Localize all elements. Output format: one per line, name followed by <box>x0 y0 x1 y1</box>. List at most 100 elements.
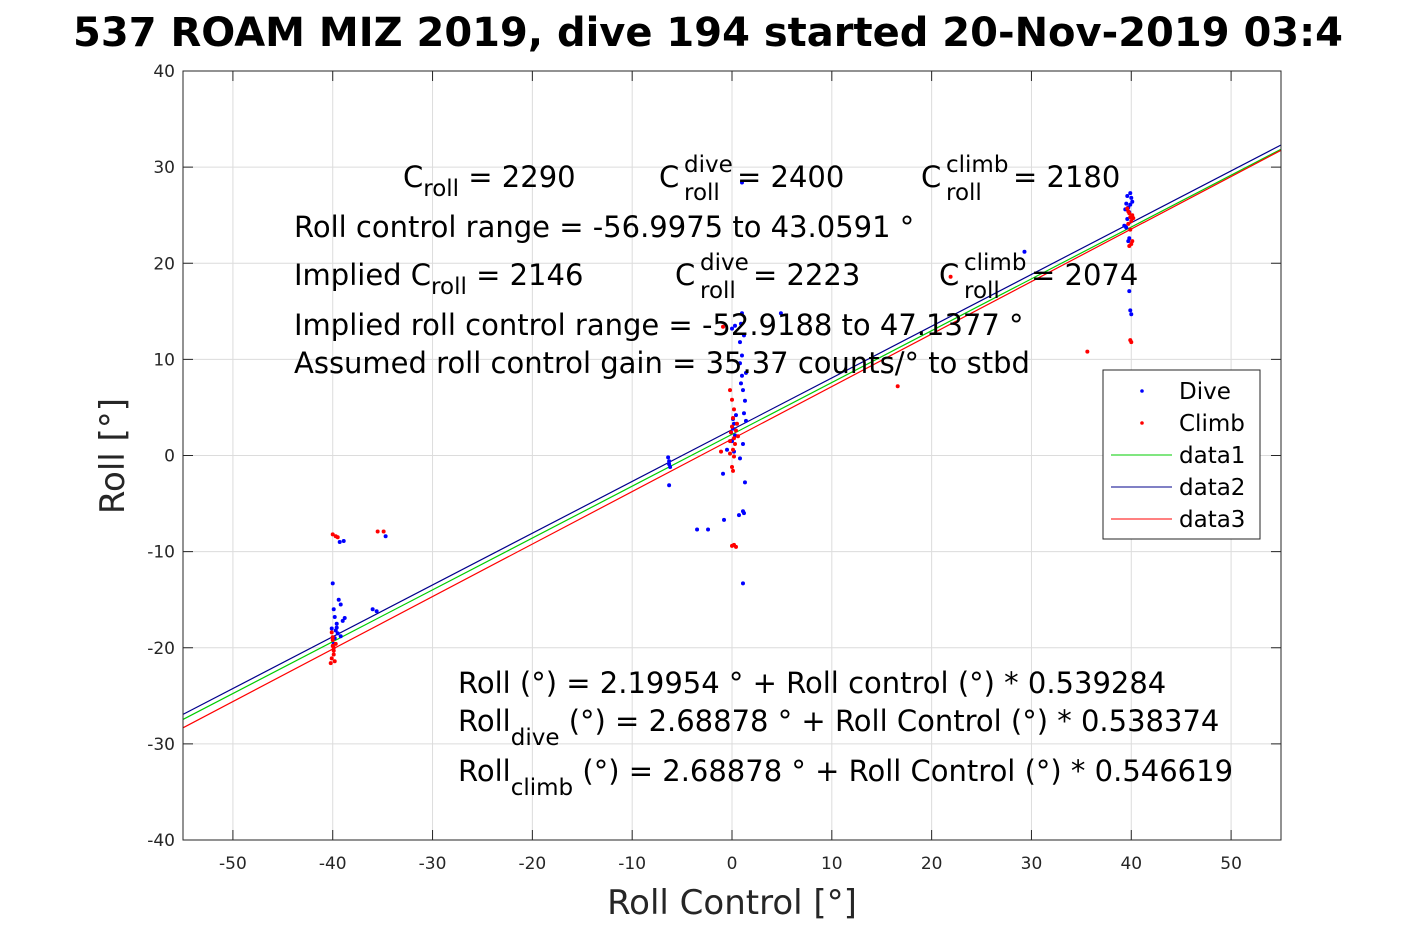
dive-point <box>721 471 726 476</box>
dive-point <box>666 455 671 460</box>
climb-point <box>329 656 334 661</box>
climb-point <box>731 407 736 412</box>
legend-label-data1: data1 <box>1179 443 1245 469</box>
climb-point <box>732 441 737 446</box>
x-tick-label: -40 <box>319 854 347 874</box>
annotation-c-roll-dive-sup: dive <box>684 152 733 178</box>
climb-point <box>1131 216 1136 221</box>
y-tick-label: -20 <box>147 639 175 659</box>
climb-point <box>730 397 734 402</box>
climb-point <box>1129 218 1134 223</box>
dive-point <box>1022 249 1027 254</box>
dive-point <box>740 581 745 586</box>
annotation-c-roll-climb-sub: roll <box>946 180 982 206</box>
climb-point <box>1126 221 1131 226</box>
dive-point <box>739 180 744 185</box>
chart-title: 537 ROAM MIZ 2019, dive 194 started 20-N… <box>73 10 1343 56</box>
dive-point <box>667 483 672 488</box>
dive-point <box>1129 195 1134 200</box>
x-tick-label: 10 <box>821 854 843 874</box>
dive-point <box>740 441 745 446</box>
annotation-c-roll-dive-value: = 2400 <box>737 160 844 194</box>
dive-point <box>742 398 747 403</box>
climb-point <box>729 430 734 435</box>
annotation-fit-dive: Rolldive (°) = 2.68878 ° + Roll Control … <box>458 704 1219 751</box>
x-tick-label: -10 <box>618 854 646 874</box>
dive-point <box>342 615 347 620</box>
climb-point <box>1129 340 1134 345</box>
dive-point <box>1127 289 1132 294</box>
dive-point <box>341 539 346 544</box>
x-tick-label: 30 <box>1021 854 1043 874</box>
legend-label-climb: Climb <box>1179 411 1245 437</box>
annotation-implied-c-roll-dive-sub: roll <box>700 278 736 304</box>
climb-point <box>730 416 735 421</box>
ticks: -50 -40 -30 -20 -10 0 10 20 30 40 50 -40 -30 -20 -10 0 1… <box>147 62 1281 874</box>
x-tick-label: 20 <box>921 854 943 874</box>
y-tick-label: 10 <box>153 350 175 370</box>
climb-point <box>1085 349 1090 354</box>
annotation-implied-c-roll-climb: C <box>939 258 959 292</box>
climb-point <box>735 434 740 439</box>
dive-point <box>330 581 335 586</box>
dive-point <box>1126 239 1131 244</box>
dive-point <box>738 321 743 326</box>
climb-point <box>330 638 335 643</box>
legend: Dive Climb data1 data2 data3 <box>1102 369 1261 540</box>
climb-point <box>1130 239 1135 244</box>
climb-point <box>335 535 340 540</box>
dive-point <box>742 480 747 485</box>
climb-point <box>734 421 739 426</box>
dive-point <box>736 513 741 518</box>
climb-point <box>331 652 336 657</box>
dive-point <box>740 388 745 393</box>
dive-point <box>706 527 711 532</box>
dive-point <box>338 634 343 639</box>
dive-point <box>743 418 748 423</box>
x-tick-label: 50 <box>1220 854 1242 874</box>
dive-point <box>335 631 340 636</box>
dive-point <box>337 540 342 545</box>
y-axis-label: Roll [°] <box>93 398 133 514</box>
y-tick-label: 40 <box>153 62 175 82</box>
dive-point <box>1125 193 1130 198</box>
dive-point <box>778 311 783 316</box>
climb-point <box>1126 209 1131 214</box>
dive-point <box>739 353 744 358</box>
dive-point <box>722 517 727 522</box>
fit-line-data3 <box>182 149 1282 729</box>
climb-point <box>719 449 724 454</box>
dive-point <box>340 618 345 623</box>
climb-point <box>731 454 736 459</box>
climb-point <box>730 447 735 452</box>
legend-swatch-climb <box>1140 421 1144 425</box>
data-points <box>328 180 1136 666</box>
x-tick-label: -20 <box>518 854 546 874</box>
annotation-gain: Assumed roll control gain = 35.37 counts… <box>294 346 1030 380</box>
annotation-range: Roll control range = -56.9975 to 43.0591… <box>294 210 914 244</box>
dive-point <box>383 534 388 539</box>
climb-point <box>330 532 335 537</box>
dive-point <box>730 326 734 331</box>
fit-line-data1 <box>182 148 1282 720</box>
y-tick-label: -40 <box>147 831 175 851</box>
dive-point <box>667 459 672 464</box>
climb-point <box>948 274 953 279</box>
climb-point <box>728 451 733 456</box>
dive-point <box>336 597 341 602</box>
annotation-implied-c-roll-dive: C <box>675 258 695 292</box>
dive-point <box>1128 191 1133 196</box>
annotation-implied-c-roll-climb-sup: climb <box>964 250 1026 276</box>
climb-point <box>333 641 338 646</box>
annotation-fit-climb: Rollclimb (°) = 2.68878 ° + Roll Control… <box>458 754 1233 801</box>
climb-point <box>731 542 736 547</box>
dive-point <box>1124 201 1129 206</box>
dive-point <box>743 370 748 375</box>
legend-label-data3: data3 <box>1179 507 1245 533</box>
y-tick-label: -10 <box>147 543 175 563</box>
annotation-c-roll-dive: C <box>659 160 679 194</box>
annotation-implied-range: Implied roll control range = -52.9188 to… <box>294 308 1024 342</box>
dive-point <box>739 311 744 316</box>
x-axis-label: Roll Control [°] <box>607 883 857 923</box>
x-tick-label: 40 <box>1120 854 1142 874</box>
